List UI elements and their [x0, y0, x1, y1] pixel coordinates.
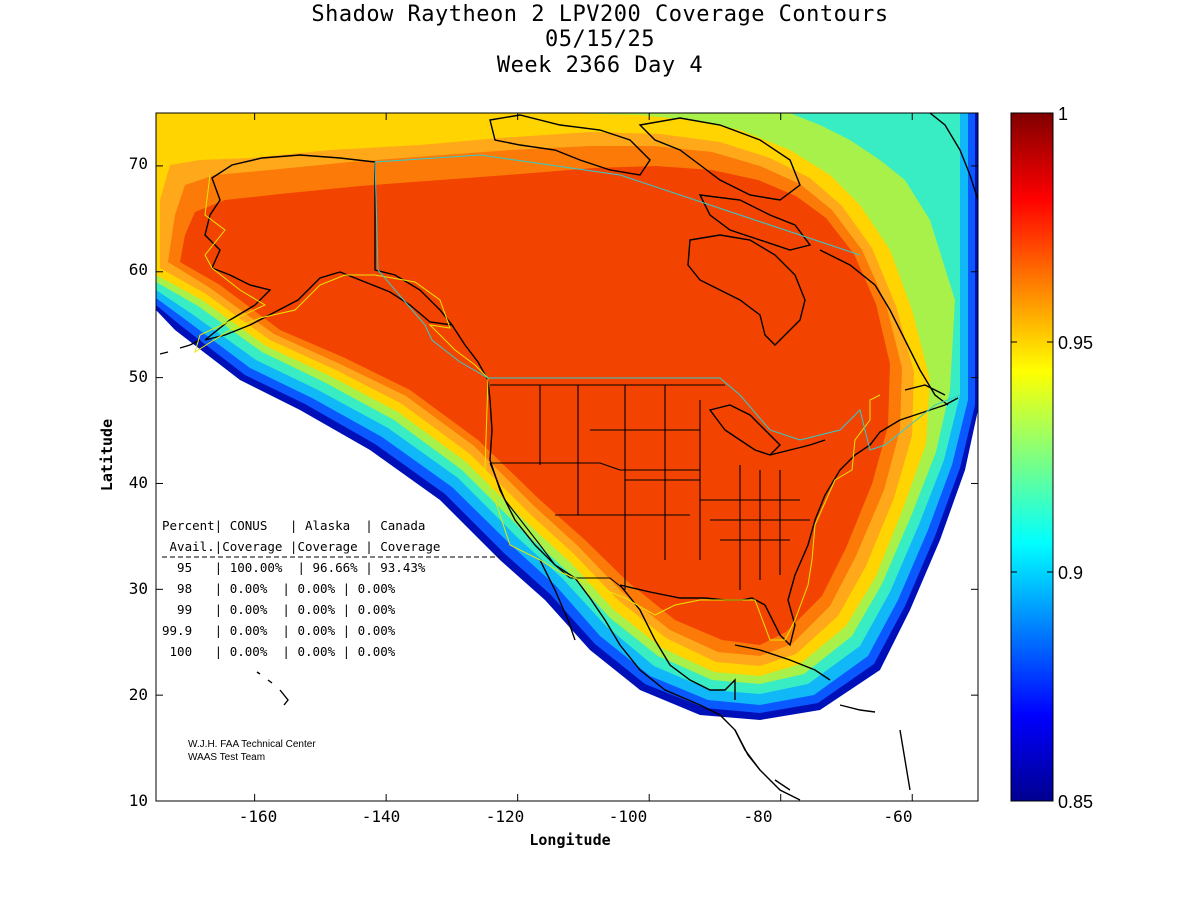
- colorbar-label: 0.95: [1058, 333, 1093, 353]
- y-tick-label: 10: [129, 791, 148, 810]
- plot-frame: [155, 112, 979, 802]
- y-tick-label: 20: [129, 685, 148, 704]
- colorbar-label: 0.9: [1058, 563, 1083, 583]
- y-tick-label: 70: [129, 154, 148, 173]
- x-tick-label: -160: [239, 807, 278, 826]
- colorbar: [1010, 112, 1054, 802]
- x-tick-label: -120: [486, 807, 525, 826]
- table-header-row2: Avail.|Coverage |Coverage | Coverage: [162, 539, 440, 554]
- x-tick-label: -140: [362, 807, 401, 826]
- credit-line1: W.J.H. FAA Technical Center: [188, 739, 316, 750]
- table-header-row1: Percent| CONUS | Alaska | Canada: [162, 518, 425, 533]
- y-tick-label: 60: [129, 260, 148, 279]
- axis-ticks: [156, 113, 978, 802]
- y-axis-title: Latitude: [98, 419, 116, 491]
- table-row: 100 | 0.00% | 0.00% | 0.00%: [162, 644, 396, 659]
- y-tick-label: 50: [129, 367, 148, 386]
- x-tick-label: -60: [884, 807, 913, 826]
- table-row: 98 | 0.00% | 0.00% | 0.00%: [162, 581, 396, 596]
- chart-title-week: Week 2366 Day 4: [496, 53, 704, 78]
- colorbar-label-max: 1: [1058, 104, 1068, 124]
- table-row: 99 | 0.00% | 0.00% | 0.00%: [162, 602, 396, 617]
- coastlines: [159, 113, 978, 801]
- x-tick-label: -80: [744, 807, 773, 826]
- fir-boundaries: [194, 154, 961, 641]
- x-tick-label: -100: [609, 807, 648, 826]
- coverage-contours: [156, 113, 978, 720]
- x-axis-title: Longitude: [529, 831, 610, 849]
- colorbar-label-min: 0.85: [1058, 792, 1093, 812]
- table-row: 99.9 | 0.00% | 0.00% | 0.00%: [162, 623, 396, 638]
- chart-title-line1: Shadow Raytheon 2 LPV200 Coverage Contou…: [311, 2, 889, 27]
- table-row: 95 | 100.00% | 96.66% | 93.43%: [162, 560, 426, 575]
- y-tick-label: 40: [129, 473, 148, 492]
- colorbar-ticks: [1011, 341, 1053, 573]
- credit-line2: WAAS Test Team: [188, 752, 265, 763]
- y-tick-label: 30: [129, 579, 148, 598]
- coverage-table: Percent| CONUS | Alaska | Canada Avail.|…: [162, 518, 500, 659]
- chart-title-date: 05/15/25: [545, 27, 655, 52]
- state-borders: [489, 384, 810, 591]
